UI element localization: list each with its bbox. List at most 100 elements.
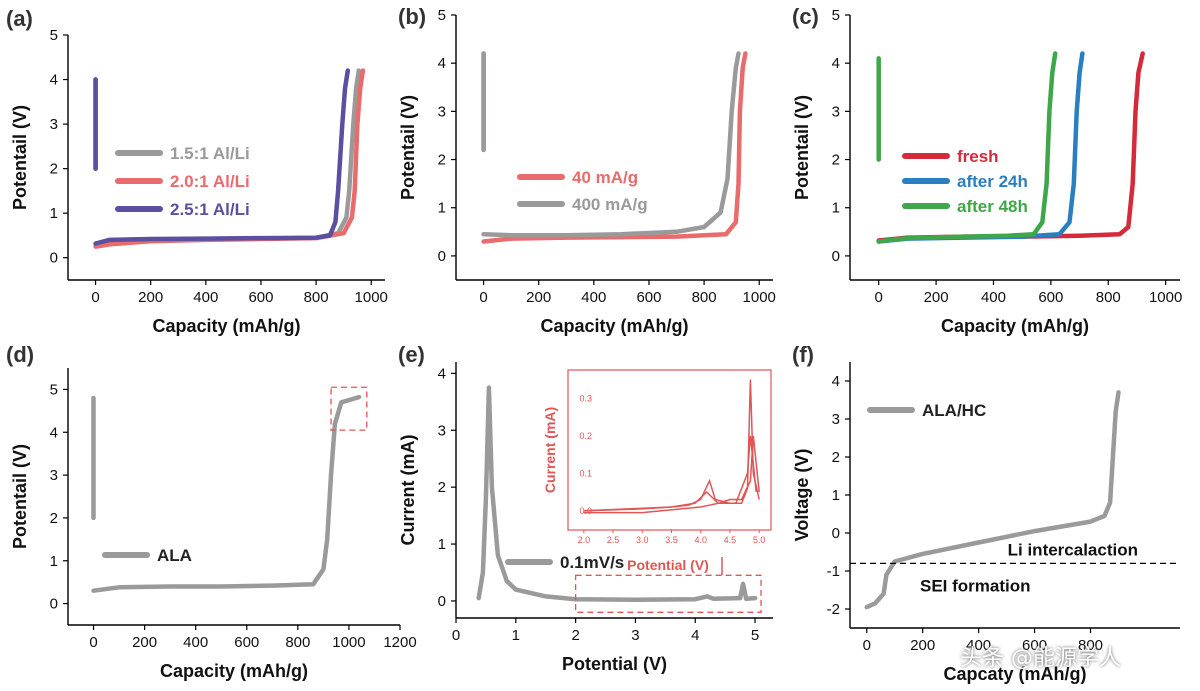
y-tick-label: 3 [832,103,840,120]
x-tick-label: 0 [479,289,487,306]
y-axis-label: Potentail (V) [398,95,418,200]
y-tick-label: 5 [438,7,446,24]
inset-x-tick-label: 2.5 [607,535,620,545]
x-axis-label: Capcaty (mAh/g) [943,664,1086,684]
y-axis-label: Potentail (V) [792,95,812,200]
x-tick-label: 0 [863,637,871,654]
panel-c: 0 200 400 600 800 1000 0 1 2 3 4 5 Capacity (mAh/g) P… [792,4,1182,336]
panel-b: 0 200 400 600 800 1000 0 1 2 3 4 5 Capacity (mAh/g) P… [398,4,776,336]
y-axis-label: Potentail (V) [10,444,30,549]
y-tick-label: 0 [438,593,446,610]
legend-label: after 48h [957,197,1028,216]
region-label-below: SEI formation [920,576,1031,595]
y-tick-label: 4 [832,55,840,72]
legend-label: 400 mA/g [572,195,648,214]
y-tick-label: 2 [438,479,446,496]
x-tick-label: 400 [193,289,218,306]
x-tick-label: 1200 [383,634,416,651]
y-axis-label: Voltage (V) [792,449,812,542]
y-tick-label: 4 [832,373,840,390]
panel-label: (c) [792,4,819,29]
x-tick-label: 600 [248,289,273,306]
y-tick-label: 1 [50,205,58,222]
x-tick-label: 800 [692,289,717,306]
x-tick-label: 4 [691,627,699,644]
watermark: 头条 @能源学人 [960,646,1121,671]
region-label-above: Li intercalaction [1008,540,1138,559]
x-tick-label: 1000 [743,289,776,306]
x-tick-label: 800 [1096,289,1121,306]
panel-label: (a) [6,6,33,31]
y-tick-label: 3 [832,411,840,428]
y-tick-label: 1 [50,553,58,570]
series-line [476,385,758,603]
y-tick-label: -2 [827,601,840,618]
highlight-box [574,574,762,613]
inset-x-tick-label: 3.5 [665,535,678,545]
x-tick-label: 1000 [332,634,365,651]
legend-label: 0.1mV/s [560,553,624,572]
legend-label: ALA [157,546,192,565]
series-line [91,394,362,593]
panel-d: 0 200 400 600 800 1000 1200 0 1 2 3 4 5 Capacity (mAh… [6,342,417,681]
y-tick-label: 3 [50,116,58,133]
x-tick-label: 400 [183,634,208,651]
y-tick-label: 5 [832,7,840,24]
y-tick-label: 0 [832,525,840,542]
panel-f: 0 200 400 600 800 -2 -1 0 1 2 3 4 Capcaty (mAh/g) Vol… [792,342,1180,684]
x-tick-label: 1000 [1149,289,1182,306]
y-tick-label: -1 [827,563,840,580]
series-line [93,68,351,246]
y-tick-label: 1 [832,200,840,217]
inset-frame [567,369,772,531]
inset-x-axis-label: Potential (V) [627,557,709,573]
y-tick-label: 0 [50,250,58,267]
x-tick-label: 800 [304,289,329,306]
y-tick-label: 4 [438,55,446,72]
legend-label: after 24h [957,172,1028,191]
inset-cv-curve [583,435,757,512]
highlight-box [330,386,368,431]
x-tick-label: 800 [285,634,310,651]
series-line [876,51,1058,244]
y-tick-label: 3 [438,103,446,120]
x-tick-label: 200 [132,634,157,651]
x-tick-label: 0 [875,289,883,306]
y-tick-label: 4 [50,424,58,441]
x-axis-label: Capacity (mAh/g) [941,316,1089,336]
x-tick-label: 600 [636,289,661,306]
panel-label: (b) [398,4,426,29]
series-line [864,390,1121,610]
y-tick-label: 4 [438,365,446,382]
x-tick-label: 600 [1038,289,1063,306]
y-tick-label: 2 [438,152,446,169]
inset-y-tick-label: 0.1 [579,468,592,478]
inset-x-tick-label: 5.0 [753,535,766,545]
x-axis-label: Capacity (mAh/g) [152,316,300,336]
y-tick-label: 0 [50,596,58,613]
x-tick-label: 400 [981,289,1006,306]
legend-label: fresh [957,147,999,166]
inset-y-axis-label: Current (mA) [542,407,558,493]
x-tick-label: 600 [234,634,259,651]
y-tick-label: 2 [832,449,840,466]
legend-label: ALA/HC [922,401,986,420]
y-tick-label: 2 [50,161,58,178]
x-tick-label: 200 [526,289,551,306]
y-tick-label: 3 [438,422,446,439]
y-tick-label: 1 [438,200,446,217]
x-tick-label: 0 [91,289,99,306]
y-tick-label: 1 [438,536,446,553]
series-line [481,51,741,238]
x-tick-label: 2 [571,627,579,644]
x-tick-label: 400 [966,637,991,654]
legend-label: 40 mA/g [572,168,638,187]
inset-y-tick-label: 0.3 [579,393,592,403]
y-tick-label: 0 [438,248,446,265]
inset-x-tick-label: 4.0 [694,535,707,545]
inset-x-tick-label: 2.0 [578,535,591,545]
panel-label: (d) [6,342,34,367]
x-axis-label: Potential (V) [562,654,667,674]
x-tick-label: 0 [89,634,97,651]
